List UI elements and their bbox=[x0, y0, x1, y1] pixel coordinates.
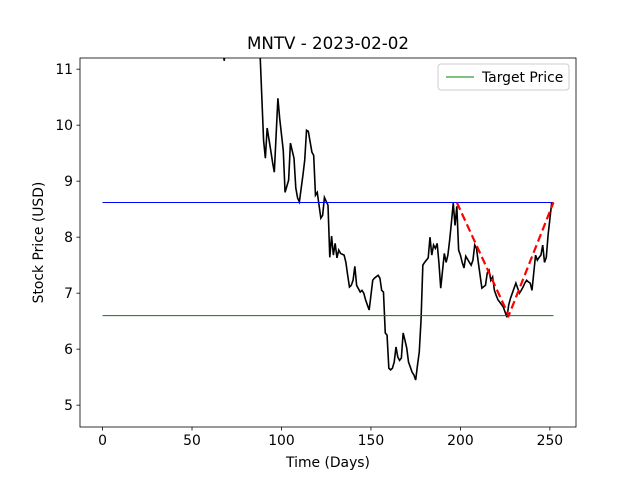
chart-title: MNTV - 2023-02-02 bbox=[247, 33, 409, 53]
y-axis-label: Stock Price (USD) bbox=[31, 182, 47, 304]
x-tick-label: 150 bbox=[358, 433, 385, 449]
y-tick-label: 9 bbox=[64, 174, 73, 190]
y-tick-label: 8 bbox=[64, 230, 73, 246]
legend-label: Target Price bbox=[481, 70, 563, 86]
x-axis-label: Time (Days) bbox=[285, 455, 370, 471]
y-tick-label: 5 bbox=[64, 398, 73, 414]
x-tick-label: 50 bbox=[183, 433, 201, 449]
y-tick-label: 10 bbox=[55, 118, 73, 134]
legend-box bbox=[437, 63, 570, 91]
series-line bbox=[455, 202, 555, 319]
x-tick-label: 0 bbox=[98, 433, 107, 449]
x-tick-label: 100 bbox=[268, 433, 295, 449]
y-tick-label: 11 bbox=[55, 62, 73, 78]
x-tick-label: 200 bbox=[447, 433, 474, 449]
y-tick-label: 7 bbox=[64, 286, 73, 302]
series-line bbox=[223, 58, 554, 381]
plot-lines bbox=[102, 58, 555, 381]
x-tick-label: 250 bbox=[537, 433, 564, 449]
axes-frame bbox=[79, 57, 577, 428]
y-tick-label: 6 bbox=[64, 342, 73, 358]
